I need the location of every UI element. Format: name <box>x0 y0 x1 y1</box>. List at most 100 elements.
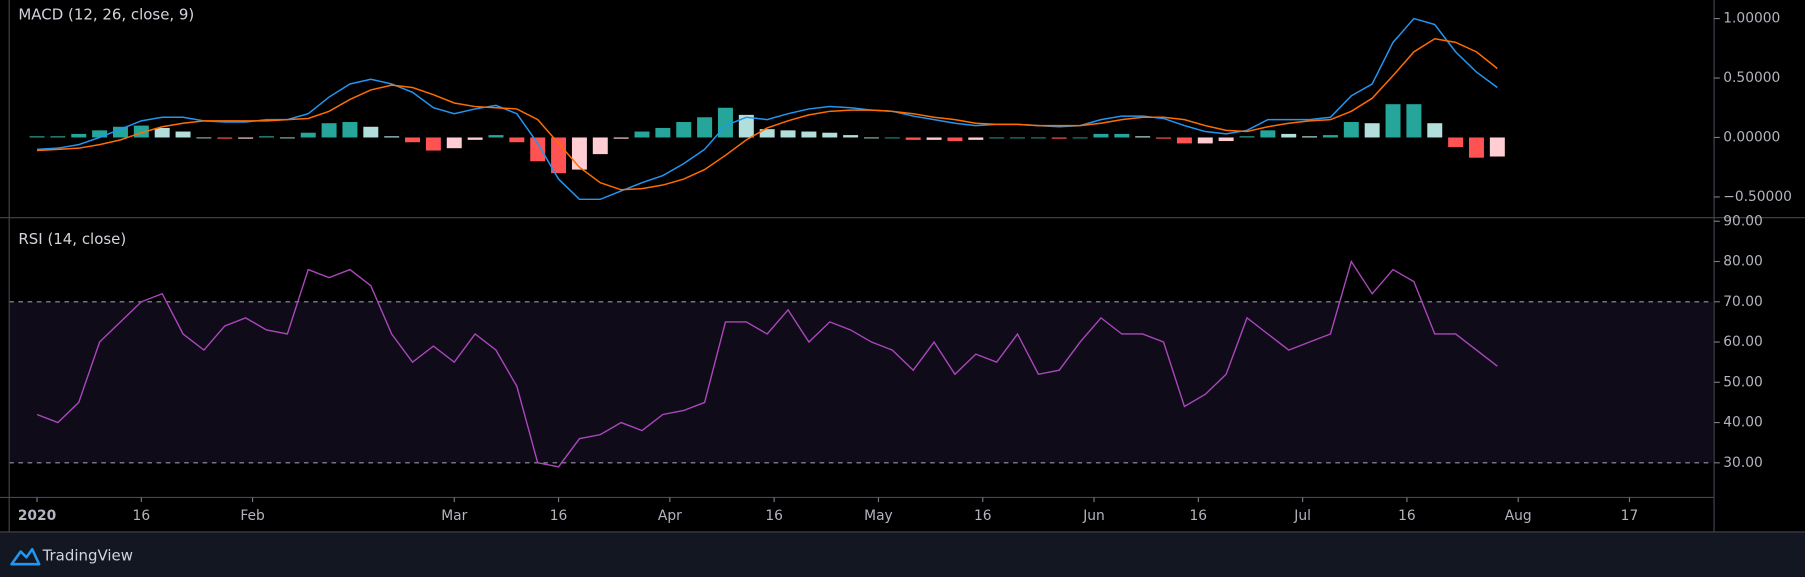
histogram-bar <box>530 137 546 162</box>
histogram-bar <box>405 137 421 143</box>
histogram-bar <box>259 136 274 138</box>
logo-icon <box>10 547 41 566</box>
rsi-band <box>9 301 1713 463</box>
histogram-bar <box>697 117 713 138</box>
histogram-bar <box>864 137 879 139</box>
histogram-bar <box>759 129 775 138</box>
histogram-bar <box>613 137 629 139</box>
histogram-bar <box>717 107 733 138</box>
histogram-bar <box>238 137 254 139</box>
histogram-bar <box>1176 137 1192 144</box>
y-tick-label: −0.50000 <box>1723 189 1792 205</box>
histogram-bar <box>1448 137 1464 147</box>
x-tick-label: Feb <box>240 508 264 524</box>
histogram-bar <box>1051 137 1067 139</box>
histogram-bar <box>363 126 379 138</box>
macd-line <box>36 37 1498 191</box>
histogram-bar <box>154 127 170 138</box>
y-tick-label: 40.00 <box>1723 415 1763 431</box>
histogram-bar <box>133 125 149 138</box>
histogram-bar <box>1156 137 1172 139</box>
y-tick-label: 80.00 <box>1723 254 1763 270</box>
histogram-bar <box>1489 137 1505 157</box>
rsi-title: RSI (14, close) <box>18 230 126 248</box>
y-tick-label: 90.00 <box>1723 213 1763 229</box>
histogram-bar <box>1406 104 1422 138</box>
histogram-bar <box>1135 136 1151 138</box>
x-tick-label: Jun <box>1082 508 1105 524</box>
x-tick-label: 16 <box>1398 508 1416 524</box>
histogram-bar <box>384 136 400 138</box>
x-tick-label: 16 <box>550 508 568 524</box>
histogram-bar <box>175 131 191 138</box>
histogram-bar <box>446 137 462 149</box>
x-tick-label: 16 <box>974 508 992 524</box>
histogram-bar <box>1343 122 1359 138</box>
y-tick-label: 70.00 <box>1723 294 1763 310</box>
histogram-bar <box>300 132 316 138</box>
histogram-bar <box>321 123 337 138</box>
x-tick-label: Jul <box>1293 508 1311 524</box>
x-tick-label: 17 <box>1621 508 1639 524</box>
histogram-bar <box>884 137 900 139</box>
plots <box>9 17 1713 468</box>
histogram-bar <box>655 127 671 138</box>
y-tick-label: 30.00 <box>1723 455 1763 471</box>
histogram-bar <box>50 136 66 138</box>
histogram-bar <box>801 131 817 138</box>
histogram-bar <box>926 137 942 140</box>
histogram-bar <box>1030 137 1046 139</box>
histogram-bar <box>822 132 838 138</box>
histogram-bar <box>425 137 441 151</box>
x-tick-label: 16 <box>1190 508 1208 524</box>
histogram-bar <box>551 137 567 174</box>
histogram-bar <box>1072 137 1088 139</box>
histogram-bar <box>634 131 650 138</box>
histogram-bar <box>905 137 921 140</box>
histogram-bar <box>279 137 295 139</box>
histogram-bar <box>1260 130 1276 138</box>
histogram-bar <box>1239 136 1255 138</box>
histogram-bar <box>1093 133 1109 138</box>
histogram-bar <box>217 137 233 139</box>
histogram-bar <box>780 130 796 138</box>
histogram-bar <box>676 122 692 138</box>
histogram-bar <box>1364 123 1380 138</box>
x-tick-label: Mar <box>441 508 467 524</box>
y-tick-label: 0.50000 <box>1723 70 1780 86</box>
x-tick-label: 2020 <box>18 508 56 524</box>
histogram-bar <box>196 137 212 139</box>
brand[interactable]: TradingView <box>42 547 133 565</box>
rsi-line <box>36 259 1498 468</box>
y-tick-label: 1.00000 <box>1723 11 1780 27</box>
histogram-bar <box>1197 137 1213 144</box>
histogram-bar <box>112 126 128 138</box>
histogram-bar <box>1302 136 1318 138</box>
histogram-bar <box>947 137 963 142</box>
histogram-bar <box>71 133 87 138</box>
histogram-bar <box>1218 137 1234 142</box>
histogram-bar <box>592 137 608 155</box>
histogram-bar <box>1010 137 1026 139</box>
y-tick-label: 0.00000 <box>1723 129 1780 145</box>
x-tick-label: Apr <box>658 508 682 524</box>
x-tick-label: May <box>864 508 893 524</box>
histogram-bar <box>968 137 984 140</box>
histogram-bar <box>989 137 1005 139</box>
histogram-bar <box>1114 133 1130 138</box>
x-tick-label: 16 <box>765 508 783 524</box>
y-tick-label: 50.00 <box>1723 374 1763 390</box>
histogram-bar <box>843 135 859 138</box>
histogram-bar <box>92 130 108 138</box>
histogram-bar <box>1385 104 1401 138</box>
histogram-bar <box>29 136 45 138</box>
histogram-bar <box>1468 137 1484 158</box>
x-tick-label: 16 <box>133 508 151 524</box>
footer <box>0 531 1805 577</box>
histogram-bar <box>488 135 504 138</box>
histogram-bar <box>571 137 587 170</box>
histogram-bar <box>738 114 754 138</box>
y-tick-label: 60.00 <box>1723 334 1763 350</box>
